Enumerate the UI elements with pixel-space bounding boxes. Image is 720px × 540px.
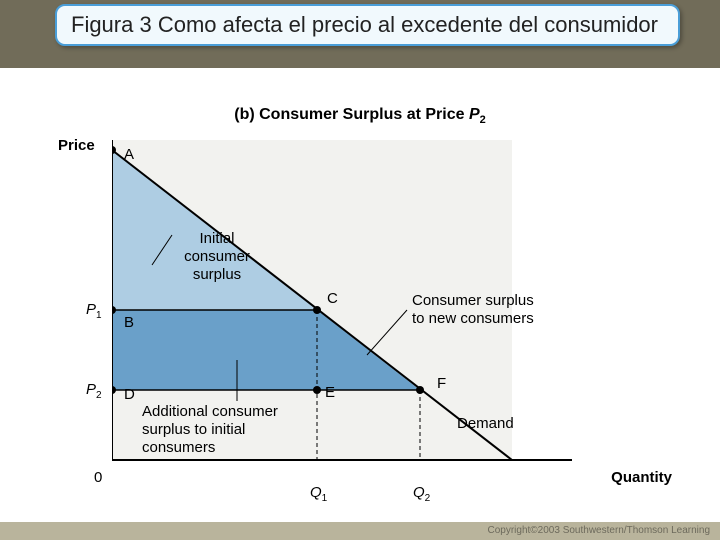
price-p2: P2 [86,381,102,401]
origin-label: 0 [94,469,102,486]
additional-surplus-label: Additional consumersurplus to initialcon… [142,403,322,457]
copyright: Copyright©2003 Southwestern/Thomson Lear… [482,523,717,538]
point-d-label: D [124,386,135,403]
chart-area: Price Quantity 0 P1 P2 Q1 Q2 A B C D E F… [112,140,612,480]
qty-q1: Q1 [310,484,327,504]
q1-var: Q [310,484,322,501]
figure-title: Figura 3 Como afecta el precio al excede… [71,12,664,38]
subtitle-prefix: (b) Consumer Surplus at Price [234,106,469,123]
p1-sub: 1 [96,310,102,321]
point-f-label: F [437,375,446,392]
price-p1: P1 [86,301,102,321]
point-a-label: A [124,146,134,163]
subtitle-p: P [469,106,480,123]
new-consumers-label: Consumer surplusto new consumers [412,292,592,328]
qty-q2: Q2 [413,484,430,504]
x-axis-label: Quantity [611,469,672,486]
title-bar: Figura 3 Como afecta el precio al excede… [55,4,680,46]
q1-sub: 1 [322,493,328,504]
point-b-label: B [124,314,134,331]
q2-var: Q [413,484,425,501]
p2-var: P [86,381,96,398]
point-e-label: E [325,384,335,401]
demand-label: Demand [457,415,514,433]
subtitle: (b) Consumer Surplus at Price P2 [0,106,720,126]
q2-sub: 2 [425,493,431,504]
initial-surplus-label: Initialconsumersurplus [152,230,282,284]
p2-sub: 2 [96,390,102,401]
p1-var: P [86,301,96,318]
point-c-label: C [327,290,338,307]
y-axis-label: Price [58,137,95,154]
subtitle-p-sub: 2 [480,114,486,126]
